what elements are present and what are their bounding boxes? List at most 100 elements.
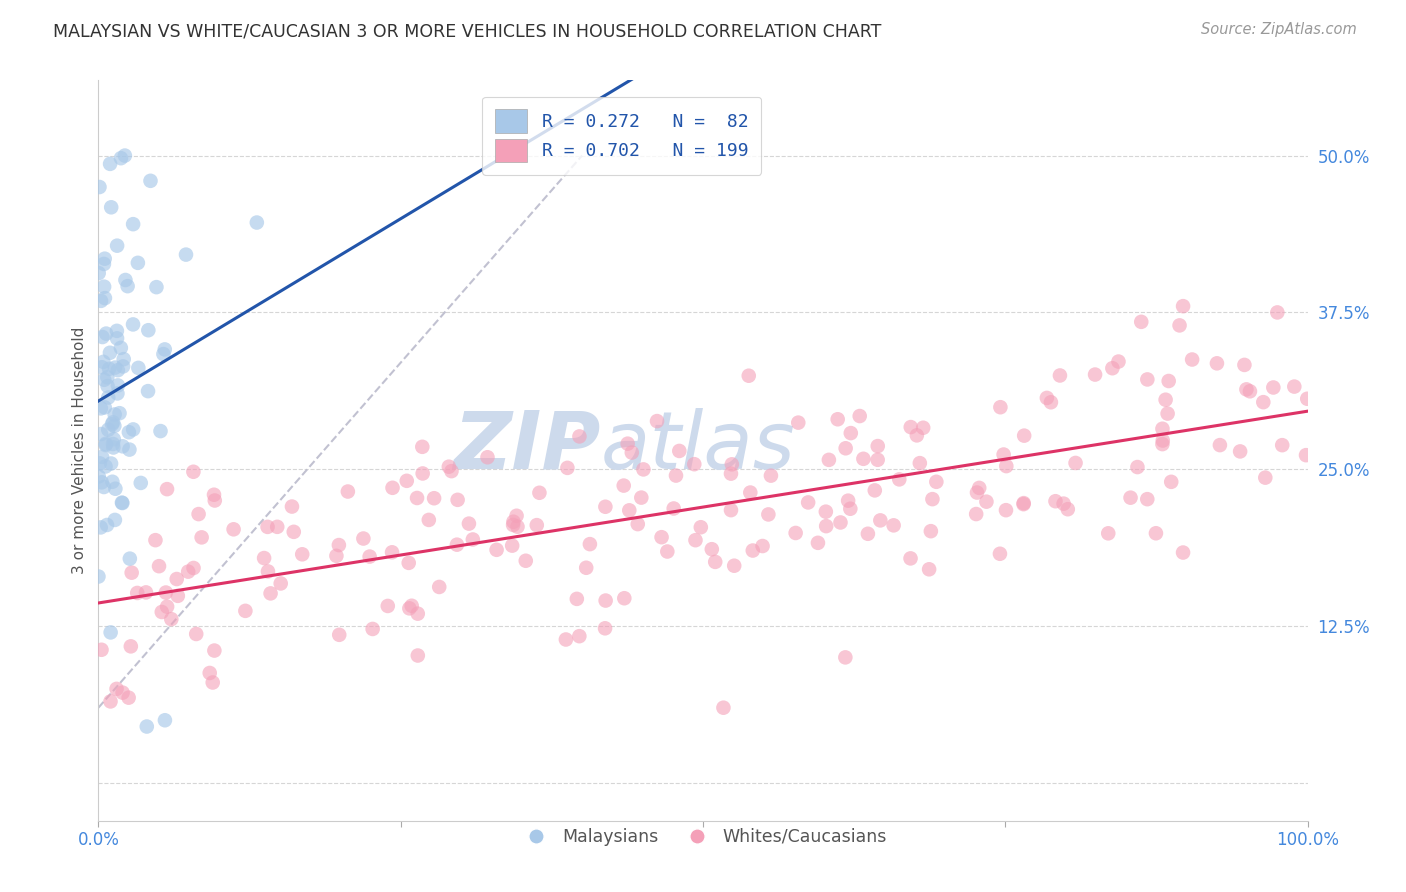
Point (103, 432, 125, 446)
Point (1097, 526, 1119, 541)
Point (883, 518, 905, 533)
Point (1136, 372, 1159, 386)
Point (100, 200, 122, 214)
Point (619, 503, 641, 517)
Point (187, 507, 209, 521)
Point (988, 547, 1011, 561)
Point (720, 503, 742, 517)
Point (1012, 496, 1035, 510)
Point (156, 482, 179, 496)
Point (105, 331, 128, 345)
Point (111, 495, 134, 509)
Point (105, 324, 128, 338)
Point (668, 444, 690, 458)
Point (751, 539, 773, 553)
Point (101, 437, 124, 451)
Point (1049, 368, 1071, 383)
Y-axis label: 3 or more Vehicles in Household: 3 or more Vehicles in Household (72, 326, 87, 574)
Point (90, 475, 112, 490)
Point (406, 607, 429, 621)
Point (98, 157, 121, 171)
Point (107, 386, 129, 401)
Point (104, 482, 127, 496)
Point (554, 632, 576, 647)
Point (920, 524, 942, 538)
Point (976, 494, 998, 508)
Point (446, 492, 468, 507)
Point (723, 558, 745, 573)
Point (616, 436, 638, 450)
Point (1012, 428, 1035, 442)
Point (440, 464, 463, 478)
Point (595, 593, 617, 607)
Point (328, 538, 350, 552)
Point (160, 612, 183, 626)
Point (756, 508, 779, 522)
Point (529, 485, 551, 500)
Point (1156, 407, 1178, 421)
Point (135, 719, 157, 733)
Point (1296, 392, 1319, 406)
Point (90, 520, 112, 534)
Point (568, 429, 591, 443)
Point (183, 561, 205, 575)
Point (90, 360, 112, 375)
Point (127, 360, 149, 375)
Point (93, 480, 115, 494)
Point (291, 547, 314, 561)
Point (270, 576, 292, 591)
Point (797, 495, 820, 509)
Point (839, 426, 862, 441)
Point (1181, 352, 1204, 367)
Point (807, 536, 830, 550)
Point (325, 549, 347, 563)
Point (411, 440, 433, 454)
Point (1160, 475, 1182, 489)
Point (967, 481, 990, 495)
Point (93, 252, 115, 266)
Point (785, 526, 807, 541)
Point (101, 417, 124, 432)
Point (122, 318, 145, 332)
Point (837, 493, 859, 508)
Point (446, 538, 468, 552)
Point (186, 627, 208, 641)
Point (104, 513, 127, 527)
Point (1108, 354, 1130, 368)
Point (815, 519, 838, 533)
Point (155, 585, 177, 599)
Point (852, 451, 875, 466)
Point (177, 565, 200, 579)
Point (921, 492, 943, 507)
Point (814, 505, 837, 519)
Point (565, 591, 588, 606)
Point (700, 542, 723, 557)
Point (150, 605, 173, 619)
Point (361, 622, 384, 636)
Point (575, 561, 598, 575)
Point (377, 599, 399, 613)
Point (1152, 434, 1174, 448)
Point (118, 690, 141, 705)
Point (91, 450, 114, 464)
Point (477, 450, 499, 465)
Point (118, 442, 141, 457)
Point (222, 522, 245, 536)
Point (863, 483, 886, 498)
Point (437, 459, 460, 474)
Point (166, 589, 188, 603)
Point (990, 401, 1012, 415)
Point (198, 665, 221, 680)
Point (256, 520, 278, 534)
Point (406, 491, 429, 505)
Point (90, 293, 112, 308)
Point (97, 423, 120, 437)
Point (1263, 380, 1285, 394)
Point (458, 516, 481, 531)
Point (94, 291, 117, 305)
Point (153, 343, 176, 357)
Point (1267, 305, 1289, 319)
Point (595, 500, 617, 514)
Point (501, 539, 523, 553)
Point (713, 700, 735, 714)
